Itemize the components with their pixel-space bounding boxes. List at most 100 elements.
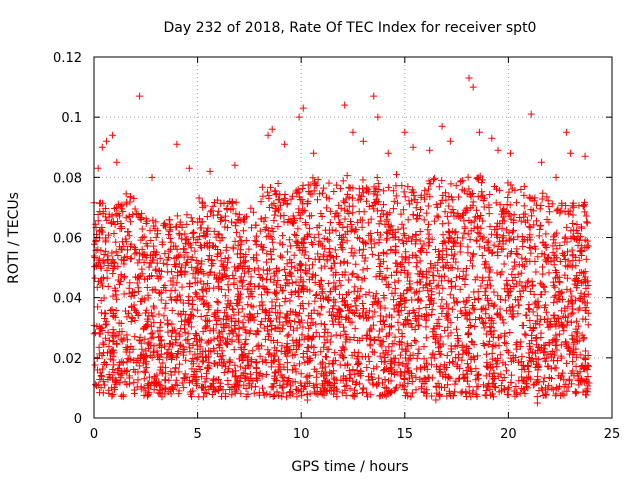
data-point [553,229,561,237]
data-point [533,304,541,312]
data-point [384,210,392,218]
data-point [321,262,329,270]
data-point [190,368,198,376]
data-point [222,304,230,312]
data-point [575,337,583,345]
y-tick-label: 0.04 [53,292,82,307]
data-point [99,365,107,373]
data-point [385,387,393,395]
data-point [92,237,100,245]
data-point [308,261,316,269]
data-point [566,261,574,269]
data-point [466,310,474,318]
data-point [503,287,511,295]
data-point [126,279,134,287]
data-point [278,253,286,261]
data-point [359,266,367,274]
data-point [445,373,453,381]
data-point [455,374,463,382]
data-point [335,318,343,326]
data-point [512,250,520,258]
data-point [185,340,193,348]
data-point [373,363,381,371]
data-point [358,223,366,231]
data-point [485,263,493,271]
data-point [265,311,273,319]
data-point [461,275,469,283]
data-point [241,340,249,348]
data-point [119,391,127,399]
data-point [480,324,488,332]
data-point [184,335,192,343]
data-point [141,335,149,343]
data-point [390,354,398,362]
data-point [482,387,490,395]
data-point [444,304,452,312]
data-point [509,313,517,321]
data-point [198,373,206,381]
data-point [290,251,298,259]
data-point [173,297,181,305]
data-point [332,253,340,261]
data-point [188,392,196,400]
data-point [130,194,138,202]
data-point [189,341,197,349]
data-point [294,289,302,297]
data-point [241,374,249,382]
data-point [439,231,447,239]
y-tick-label: 0 [74,412,82,427]
data-point [580,202,588,210]
data-point [251,383,259,391]
data-point [346,385,354,393]
data-point [303,270,311,278]
data-point [581,152,589,160]
data-point [354,336,362,344]
data-point [472,376,480,384]
data-point [185,318,193,326]
data-point [205,301,213,309]
data-point [398,330,406,338]
data-point [158,241,166,249]
data-point [355,312,363,320]
data-point [111,284,119,292]
data-point [197,244,205,252]
data-point [205,353,213,361]
data-point [526,224,534,232]
data-point [281,191,289,199]
data-point [382,332,390,340]
data-point [247,280,255,288]
data-point [412,338,420,346]
data-point [100,341,108,349]
data-point [259,246,267,254]
data-point [185,315,193,323]
data-point [258,275,266,283]
data-point [439,220,447,228]
data-point [471,276,479,284]
data-point [385,311,393,319]
data-point [328,264,336,272]
data-point [237,240,245,248]
data-point [473,383,481,391]
data-point [273,295,281,303]
data-point [497,370,505,378]
data-point [123,198,131,206]
data-point [157,382,165,390]
data-point [271,187,279,195]
data-point [156,323,164,331]
data-point [351,370,359,378]
data-point [533,393,541,401]
data-point [398,220,406,228]
data-point [173,140,181,148]
x-tick-label: 10 [293,427,310,442]
data-point [177,317,185,325]
data-point [316,332,324,340]
data-point [140,258,148,266]
data-point [215,230,223,238]
data-point [421,195,429,203]
data-point [417,248,425,256]
data-point [434,281,442,289]
data-point [237,390,245,398]
data-point [111,205,119,213]
data-point [177,310,185,318]
data-point [215,284,223,292]
